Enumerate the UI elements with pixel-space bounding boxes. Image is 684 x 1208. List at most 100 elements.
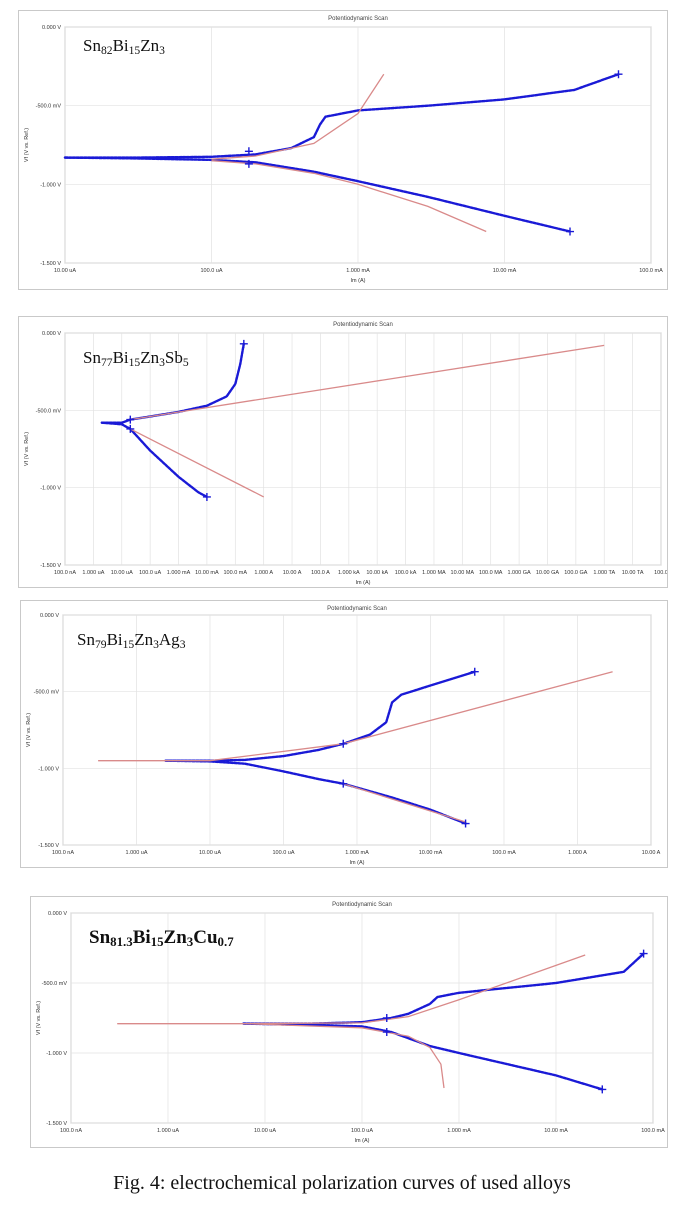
- alloy-element: Zn: [140, 348, 159, 367]
- y-tick-label: 0.000 V: [42, 331, 61, 337]
- x-tick-label: 1.000 A: [254, 570, 273, 576]
- x-tick-label: 10.00 mA: [419, 850, 443, 856]
- x-tick-label: 1.000 uA: [82, 570, 104, 576]
- polarization-curve: [63, 156, 572, 233]
- x-tick-label: 1.000 mA: [167, 570, 191, 576]
- x-tick-label: 1.000 TA: [593, 570, 615, 576]
- alloy-element: Sn: [83, 36, 101, 55]
- tafel-fit-line: [117, 1022, 445, 1089]
- data-marker: [566, 227, 575, 236]
- data-marker: [614, 70, 623, 79]
- x-tick-label: 10.00 MA: [451, 570, 475, 576]
- x-tick-label: 100.0: [654, 570, 667, 576]
- x-tick-label: 100.0 kA: [395, 570, 417, 576]
- data-marker: [461, 819, 470, 828]
- x-tick-label: 100.0 GA: [564, 570, 588, 576]
- alloy-subscript: 77: [101, 356, 113, 369]
- x-axis-label: Im (A): [356, 580, 371, 586]
- alloy-element: Sn: [89, 927, 111, 948]
- alloy-label: Sn77Bi15Zn3Sb5: [83, 348, 189, 369]
- x-tick-label: 100.0 nA: [54, 570, 76, 576]
- data-marker: [126, 424, 135, 433]
- figure-caption: Fig. 4: electrochemical polarization cur…: [113, 1172, 571, 1194]
- chart-svg-2: Potentiodynamic Scan 0.000 V -500.0 mV -1.0…: [24, 322, 667, 586]
- alloy-subscript: 15: [123, 638, 135, 651]
- alloy-label: Sn81.3Bi15Zn3Cu0.7: [89, 927, 234, 949]
- alloy-element: Zn: [164, 927, 188, 948]
- x-tick-label: 10.00 kA: [366, 570, 388, 576]
- alloy-subscript: 82: [101, 44, 113, 57]
- data-marker: [639, 949, 648, 958]
- x-tick-label: 10.00 uA: [111, 570, 133, 576]
- x-tick-label: 100.0 mA: [641, 1128, 665, 1134]
- alloy-element: Bi: [133, 927, 151, 948]
- y-tick-label: -500.0 mV: [34, 690, 60, 696]
- alloy-subscript: 15: [151, 935, 164, 949]
- y-tick-label: -500.0 mV: [42, 981, 68, 987]
- alloy-element: Zn: [134, 630, 153, 649]
- x-tick-label: 10.00 mA: [493, 268, 517, 274]
- x-tick-label: 1.000 uA: [125, 850, 147, 856]
- x-tick-label: 100.0 uA: [272, 850, 294, 856]
- data-marker: [239, 339, 248, 348]
- data-marker: [339, 739, 348, 748]
- alloy-subscript: 3: [187, 935, 193, 949]
- chart-panel-2: Potentiodynamic Scan 0.000 V -500.0 mV -1.0…: [18, 316, 668, 588]
- y-axis-label: Vf (V vs. Ref.): [24, 128, 30, 162]
- chart-svg-3: Potentiodynamic Scan 0.000 V -500.0 mV -1.0…: [26, 606, 661, 866]
- y-axis-label: Vf (V vs. Ref.): [24, 432, 30, 466]
- x-tick-label: 100.0 uA: [200, 268, 222, 274]
- x-tick-label: 10.00 uA: [54, 268, 76, 274]
- tafel-fit-line: [130, 428, 264, 498]
- x-axis-label: Im (A): [355, 1138, 370, 1144]
- alloy-subscript: 15: [129, 44, 141, 57]
- x-axis-label: Im (A): [351, 278, 366, 284]
- polarization-curve: [164, 670, 476, 762]
- tafel-fit-line: [343, 783, 466, 823]
- alloy-label: Sn79Bi15Zn3Ag3: [77, 630, 186, 651]
- alloy-subscript: 3: [159, 356, 165, 369]
- chart-title: Potentiodynamic Scan: [332, 902, 392, 908]
- y-tick-label: -1.000 V: [38, 766, 59, 772]
- x-tick-label: 100.0 uA: [351, 1128, 373, 1134]
- chart-svg-4: Potentiodynamic Scan 0.000 V -500.0 mV -1.0…: [36, 902, 665, 1144]
- x-tick-label: 100.0 A: [311, 570, 330, 576]
- chart-title: Potentiodynamic Scan: [333, 322, 393, 328]
- x-tick-label: 10.00 uA: [254, 1128, 276, 1134]
- x-tick-label: 100.0 mA: [492, 850, 516, 856]
- alloy-subscript: 3: [159, 44, 165, 57]
- chart-panel-4: Potentiodynamic Scan 0.000 V -500.0 mV -1.0…: [30, 896, 668, 1148]
- x-tick-label: 10.00 mA: [544, 1128, 568, 1134]
- alloy-element: Sb: [165, 348, 183, 367]
- x-tick-label: 10.00 A: [642, 850, 661, 856]
- alloy-subscript: 3: [180, 638, 186, 651]
- alloy-subscript: 81.3: [110, 935, 133, 949]
- y-axis-label: Vf (V vs. Ref.): [36, 1001, 42, 1035]
- polarization-curve: [100, 421, 209, 499]
- polarization-curve: [164, 759, 467, 825]
- data-marker: [244, 147, 253, 156]
- data-marker: [339, 779, 348, 788]
- chart-title: Potentiodynamic Scan: [328, 16, 388, 22]
- x-tick-label: 10.00 mA: [195, 570, 219, 576]
- x-tick-label: 100.0 nA: [60, 1128, 82, 1134]
- x-tick-label: 100.0 mA: [639, 268, 663, 274]
- alloy-element: Bi: [113, 36, 129, 55]
- x-tick-label: 100.0 nA: [52, 850, 74, 856]
- alloy-subscript: 79: [95, 638, 107, 651]
- y-tick-label: -1.000 V: [40, 486, 61, 492]
- alloy-label: Sn82Bi15Zn3: [83, 36, 165, 57]
- x-tick-label: 10.00 GA: [536, 570, 560, 576]
- alloy-element: Sn: [77, 630, 95, 649]
- alloy-element: Bi: [113, 348, 129, 367]
- y-tick-label: -500.0 mV: [36, 408, 62, 414]
- polarization-curve: [242, 1022, 604, 1091]
- tafel-fit-line: [130, 344, 605, 421]
- data-marker: [470, 667, 479, 676]
- y-tick-label: 0.000 V: [40, 613, 59, 619]
- x-tick-label: 1.000 MA: [422, 570, 446, 576]
- data-marker: [382, 1028, 391, 1036]
- y-tick-label: -500.0 mV: [36, 104, 62, 110]
- tafel-fit-line: [98, 671, 613, 762]
- alloy-subscript: 3: [153, 638, 159, 651]
